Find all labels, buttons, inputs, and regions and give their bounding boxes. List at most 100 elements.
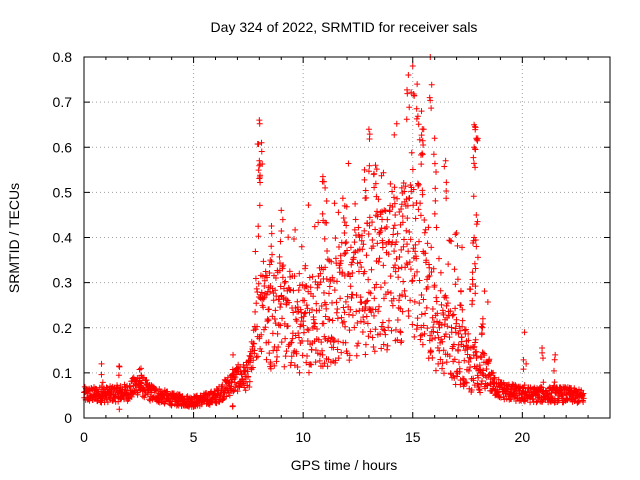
data-point (127, 383, 134, 390)
data-point (295, 330, 302, 337)
data-point (267, 365, 274, 372)
data-point (294, 304, 301, 311)
data-point (375, 308, 382, 315)
data-point (274, 330, 281, 337)
data-point (263, 291, 270, 298)
data-point (460, 343, 467, 350)
data-point (479, 378, 486, 385)
data-point (422, 310, 429, 317)
data-point (406, 229, 413, 236)
data-point (340, 304, 347, 311)
data-point (276, 253, 283, 260)
data-point (342, 249, 349, 256)
data-point (471, 160, 478, 167)
data-point (390, 225, 397, 232)
data-point (468, 387, 475, 394)
plot-frame (83, 56, 611, 419)
data-point (414, 113, 421, 120)
data-point (391, 131, 398, 138)
data-point (397, 221, 404, 228)
data-point (246, 378, 253, 385)
data-point (296, 369, 303, 376)
data-point (459, 244, 466, 251)
data-point (253, 285, 260, 292)
data-point (400, 278, 407, 285)
data-point (277, 283, 284, 290)
data-point (438, 301, 445, 308)
data-point (287, 287, 294, 294)
data-point (461, 357, 468, 364)
data-point (389, 204, 396, 211)
data-point (380, 326, 387, 333)
data-point (347, 306, 354, 313)
data-point (371, 348, 378, 355)
data-point (474, 380, 481, 387)
data-point (290, 235, 297, 242)
data-point (345, 160, 352, 167)
data-point (359, 329, 366, 336)
data-point (403, 227, 410, 234)
data-point (473, 348, 480, 355)
data-point (358, 299, 365, 306)
data-point (467, 355, 474, 362)
data-point (464, 351, 471, 358)
data-point (223, 393, 230, 400)
data-point (454, 242, 461, 249)
data-point (305, 327, 312, 334)
data-point (473, 243, 480, 250)
data-point (552, 351, 559, 358)
data-point (317, 270, 324, 277)
data-point (471, 343, 478, 350)
data-point (369, 219, 376, 226)
data-point (320, 178, 327, 185)
data-point (374, 213, 381, 220)
data-point (378, 323, 385, 330)
data-point (428, 244, 435, 251)
data-point (434, 329, 441, 336)
data-point (334, 306, 341, 313)
data-point (381, 207, 388, 214)
data-point (272, 287, 279, 294)
data-point (259, 273, 266, 280)
data-point (410, 186, 417, 193)
data-point (214, 387, 221, 394)
data-point (359, 232, 366, 239)
data-point (376, 229, 383, 236)
data-point (270, 297, 277, 304)
data-point (474, 137, 481, 144)
data-point (371, 284, 378, 291)
data-point (279, 274, 286, 281)
data-point (521, 382, 528, 389)
data-point (471, 234, 478, 241)
data-point (258, 331, 265, 338)
data-point (268, 258, 275, 265)
y-tick-label: 0.3 (53, 275, 73, 291)
data-point (416, 136, 423, 143)
data-point (319, 210, 326, 217)
data-point (320, 289, 327, 296)
data-point (267, 282, 274, 289)
data-point (302, 262, 309, 269)
data-point (258, 139, 265, 146)
data-point (367, 290, 374, 297)
data-point (559, 392, 566, 399)
data-point (427, 348, 434, 355)
data-point (330, 344, 337, 351)
data-point (392, 268, 399, 275)
data-point (281, 363, 288, 370)
data-point (302, 282, 309, 289)
x-tick-label: 0 (80, 429, 88, 445)
data-point (95, 388, 102, 395)
data-point (406, 259, 413, 266)
data-point (481, 288, 488, 295)
data-point (318, 303, 325, 310)
data-point (328, 258, 335, 265)
data-point (414, 268, 421, 275)
data-point (472, 339, 479, 346)
x-tick-label: 10 (295, 429, 311, 445)
data-point (390, 295, 397, 302)
data-point (405, 313, 412, 320)
data-point (229, 402, 236, 409)
data-point (370, 243, 377, 250)
data-point (371, 170, 378, 177)
